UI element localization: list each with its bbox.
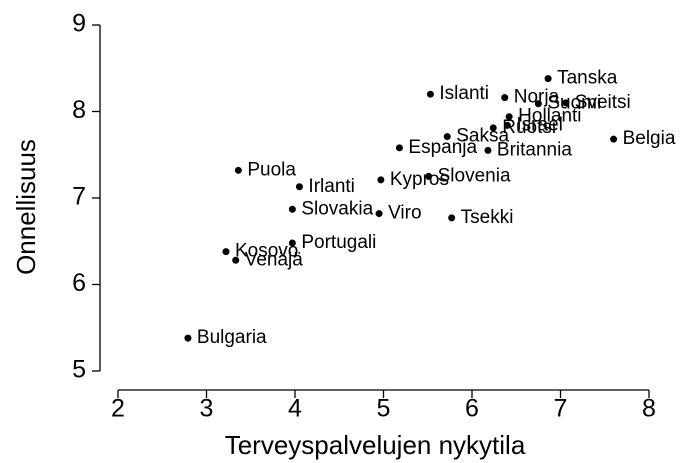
point bbox=[544, 75, 552, 83]
point-label: Venäjä bbox=[245, 249, 304, 270]
y-tick-label: 5 bbox=[72, 356, 86, 384]
point-label: Slovakia bbox=[301, 198, 373, 219]
x-tick-label: 7 bbox=[554, 395, 568, 423]
point bbox=[232, 256, 240, 264]
point-label: Hollanti bbox=[518, 106, 581, 127]
point-label: Kypros bbox=[390, 169, 449, 190]
point-label: Slovenia bbox=[438, 165, 511, 186]
x-tick-label: 2 bbox=[111, 395, 125, 423]
point bbox=[448, 214, 456, 222]
y-tick-label: 9 bbox=[72, 10, 86, 38]
point bbox=[288, 205, 296, 213]
point bbox=[484, 146, 492, 154]
x-tick-label: 4 bbox=[288, 395, 302, 423]
point-label: Portugali bbox=[301, 232, 376, 253]
point bbox=[489, 124, 497, 132]
y-axis-title: Onnellisuus bbox=[11, 139, 41, 275]
point-label: Islanti bbox=[439, 83, 489, 104]
point bbox=[534, 100, 542, 108]
point bbox=[295, 183, 303, 191]
x-tick-label: 3 bbox=[200, 395, 214, 423]
point-label: Sveitsi bbox=[575, 92, 631, 113]
point bbox=[610, 135, 618, 143]
point-label: Puola bbox=[247, 159, 296, 180]
point bbox=[222, 248, 230, 256]
point-label: Kosovo bbox=[235, 241, 298, 262]
point bbox=[234, 166, 242, 174]
x-tick-label: 8 bbox=[642, 395, 656, 423]
point bbox=[288, 239, 296, 247]
point bbox=[184, 334, 192, 342]
point-label: Israel bbox=[516, 114, 562, 135]
x-tick-label: 6 bbox=[465, 395, 479, 423]
x-axis-title: Terveyspalvelujen nykytila bbox=[225, 430, 526, 460]
point-label: Tsekki bbox=[461, 207, 514, 228]
y-tick-label: 7 bbox=[72, 183, 86, 211]
point-label: Ruotsi bbox=[502, 117, 556, 138]
point-label: Belgia bbox=[623, 128, 676, 149]
x-tick-label: 5 bbox=[377, 395, 391, 423]
point bbox=[426, 90, 434, 98]
point bbox=[395, 144, 403, 152]
point bbox=[505, 113, 513, 121]
point-label: Saksa bbox=[456, 126, 509, 147]
point-label: Suomi bbox=[547, 93, 601, 114]
point-label: Britannia bbox=[497, 139, 572, 160]
point-label: Viro bbox=[388, 203, 421, 224]
point bbox=[425, 172, 433, 180]
y-tick-label: 8 bbox=[72, 96, 86, 124]
point-label: Espanja bbox=[408, 137, 477, 158]
point bbox=[375, 210, 383, 218]
point bbox=[443, 133, 451, 141]
point-label: Tanska bbox=[557, 68, 618, 89]
point-label: Bulgaria bbox=[197, 327, 267, 348]
point-label: Norja bbox=[514, 87, 560, 108]
point bbox=[562, 99, 570, 107]
point bbox=[501, 94, 509, 102]
y-tick-label: 6 bbox=[72, 269, 86, 297]
point bbox=[503, 121, 511, 129]
point-label: Irlanti bbox=[308, 176, 354, 197]
point bbox=[377, 176, 385, 184]
